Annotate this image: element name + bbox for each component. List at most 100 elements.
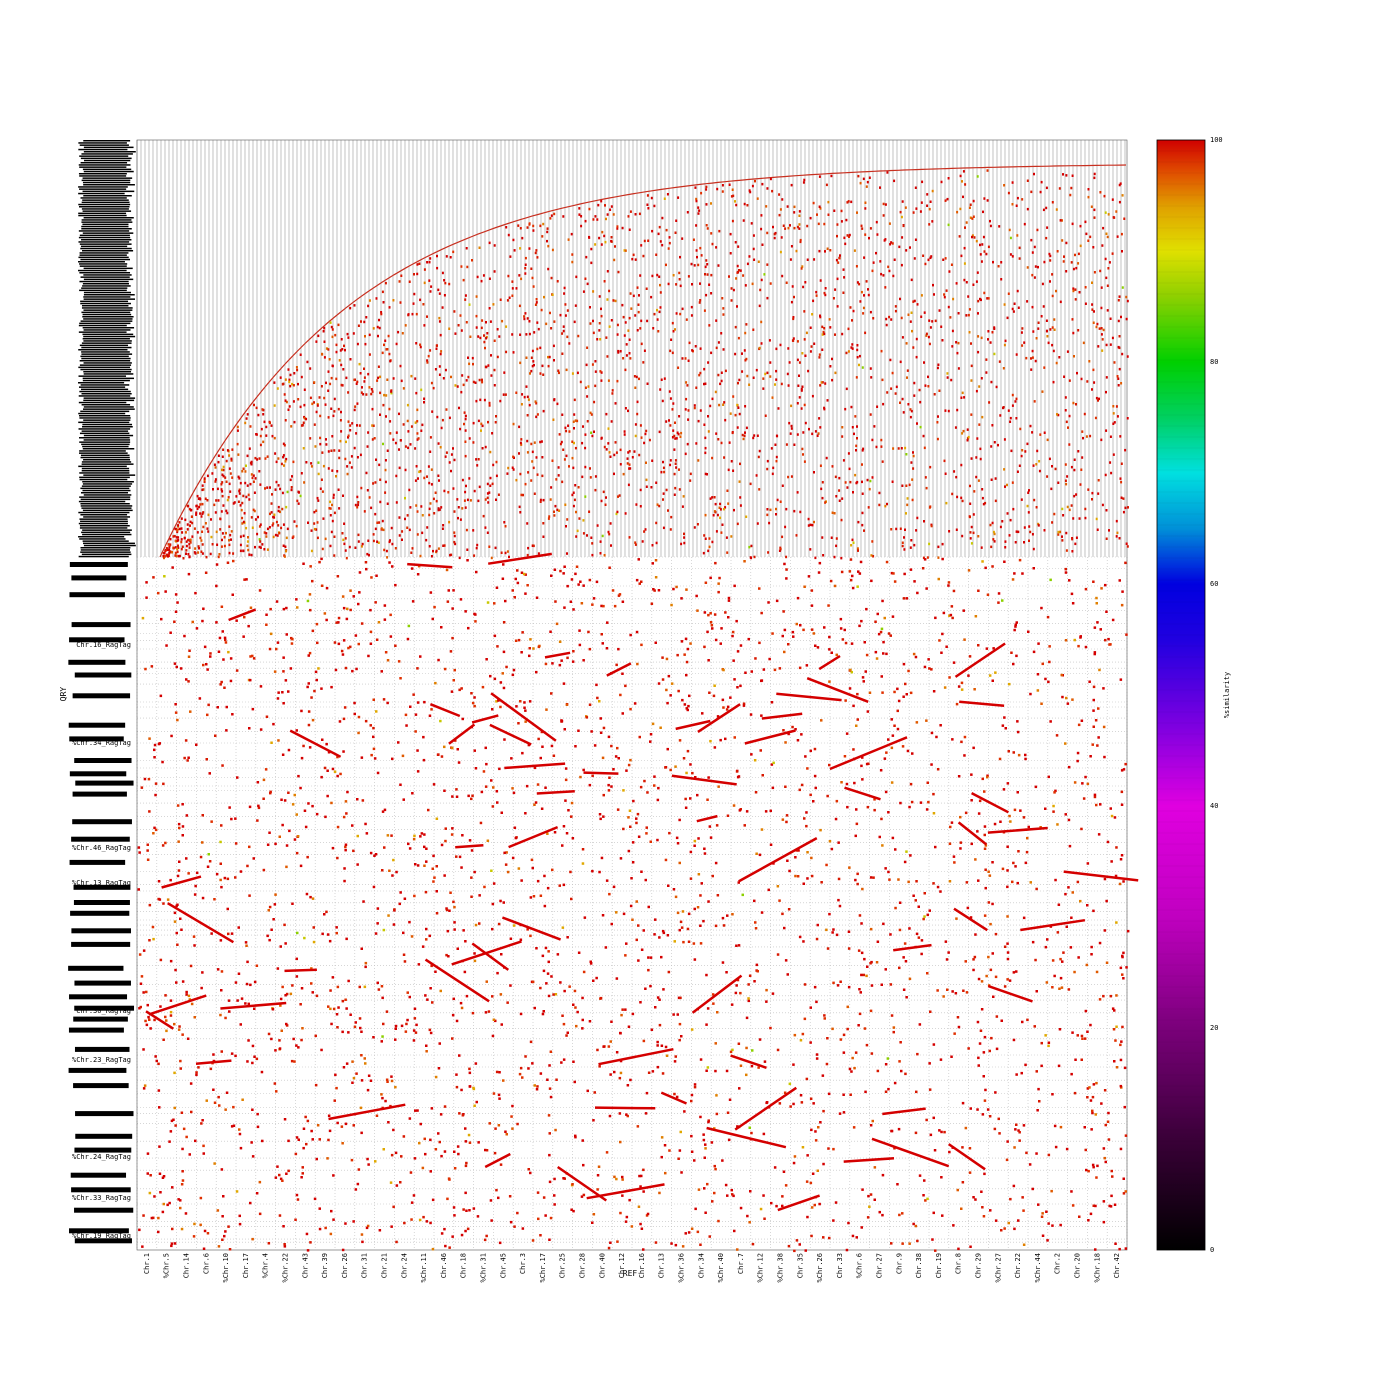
alignment-dot <box>230 817 233 821</box>
alignment-dot <box>994 1219 998 1222</box>
alignment-dot <box>314 445 317 448</box>
alignment-dot <box>632 294 635 298</box>
alignment-dot <box>1122 510 1125 514</box>
alignment-dot <box>508 296 511 299</box>
alignment-dot <box>169 999 173 1002</box>
alignment-dot <box>819 279 822 282</box>
alignment-dot <box>1048 252 1051 256</box>
alignment-dot <box>289 992 293 996</box>
alignment-dot <box>869 1009 873 1013</box>
alignment-dot <box>803 403 806 407</box>
alignment-dot <box>1027 630 1030 633</box>
alignment-dot <box>165 644 168 647</box>
alignment-dot <box>900 215 903 219</box>
alignment-dot <box>507 274 510 278</box>
alignment-dot <box>255 1057 259 1061</box>
alignment-dot <box>1091 308 1094 311</box>
alignment-dot <box>639 1001 642 1004</box>
alignment-dot <box>453 540 456 544</box>
alignment-dot <box>736 305 738 308</box>
alignment-dot <box>770 1201 773 1205</box>
alignment-dot <box>1027 511 1030 514</box>
alignment-dot <box>922 434 925 438</box>
alignment-dot <box>203 477 206 480</box>
alignment-dot <box>1120 1086 1123 1089</box>
alignment-dot <box>645 478 648 482</box>
alignment-dot <box>239 481 242 485</box>
alignment-dot <box>563 458 566 461</box>
alignment-dot <box>845 1248 849 1252</box>
alignment-dot <box>1072 267 1075 271</box>
alignment-dot <box>1096 322 1099 326</box>
alignment-dot <box>962 429 965 433</box>
alignment-dot <box>596 1174 600 1177</box>
alignment-dot <box>500 953 503 956</box>
alignment-dot <box>145 581 148 584</box>
alignment-dot <box>599 338 602 341</box>
alignment-dot <box>210 932 213 935</box>
alignment-dot <box>894 305 897 308</box>
alignment-dot <box>565 832 569 835</box>
alignment-dot <box>424 994 427 997</box>
alignment-dot <box>236 425 239 429</box>
alignment-dot <box>388 407 391 411</box>
alignment-dot <box>605 217 607 221</box>
alignment-dot <box>222 1195 225 1198</box>
alignment-dot <box>231 448 234 451</box>
alignment-dot <box>632 253 635 257</box>
alignment-dot <box>364 335 366 338</box>
alignment-dot <box>681 237 684 240</box>
alignment-dot <box>290 488 293 492</box>
alignment-dot <box>348 461 351 464</box>
alignment-dot <box>356 863 359 866</box>
alignment-dot <box>965 314 968 317</box>
alignment-dot <box>484 526 487 529</box>
alignment-dot <box>319 487 322 490</box>
alignment-dot <box>1111 336 1114 340</box>
alignment-dot <box>480 279 483 283</box>
alignment-dot <box>1022 1124 1026 1127</box>
alignment-dot <box>429 290 432 293</box>
alignment-dot <box>693 1085 697 1089</box>
alignment-dot <box>582 290 585 293</box>
alignment-dot <box>351 669 354 673</box>
alignment-dot <box>832 297 835 300</box>
alignment-dot <box>1064 571 1068 574</box>
alignment-dot <box>582 425 584 428</box>
alignment-dot <box>300 1176 303 1179</box>
alignment-dot <box>727 616 730 619</box>
alignment-dot <box>940 325 943 328</box>
alignment-dot <box>197 551 200 554</box>
alignment-dot <box>983 790 986 793</box>
alignment-dot <box>572 504 575 508</box>
alignment-dot <box>619 350 622 353</box>
alignment-dot <box>1049 254 1052 258</box>
alignment-dot <box>301 1027 304 1030</box>
alignment-dot <box>169 1010 173 1014</box>
alignment-dot <box>372 885 376 889</box>
alignment-dot <box>470 876 473 879</box>
alignment-dot <box>606 270 609 273</box>
alignment-dot <box>364 822 367 826</box>
alignment-dot <box>905 453 908 456</box>
alignment-dot <box>506 1001 509 1004</box>
alignment-dot <box>778 549 781 552</box>
alignment-dot <box>738 378 741 382</box>
alignment-dot <box>498 1241 502 1245</box>
alignment-dot <box>562 448 565 451</box>
alignment-dot <box>511 287 514 290</box>
alignment-dot <box>661 399 664 403</box>
alignment-dot <box>692 238 695 241</box>
alignment-dot <box>611 389 614 392</box>
alignment-dot <box>477 419 480 423</box>
alignment-dot <box>212 488 214 491</box>
alignment-dot <box>406 419 409 423</box>
alignment-dot <box>775 369 778 373</box>
alignment-dot <box>282 607 286 611</box>
alignment-dot <box>749 482 752 486</box>
alignment-dot <box>1111 1175 1114 1178</box>
alignment-dot <box>529 896 533 899</box>
alignment-dot <box>685 381 688 384</box>
alignment-dot <box>1016 881 1019 885</box>
alignment-dot <box>687 418 690 421</box>
